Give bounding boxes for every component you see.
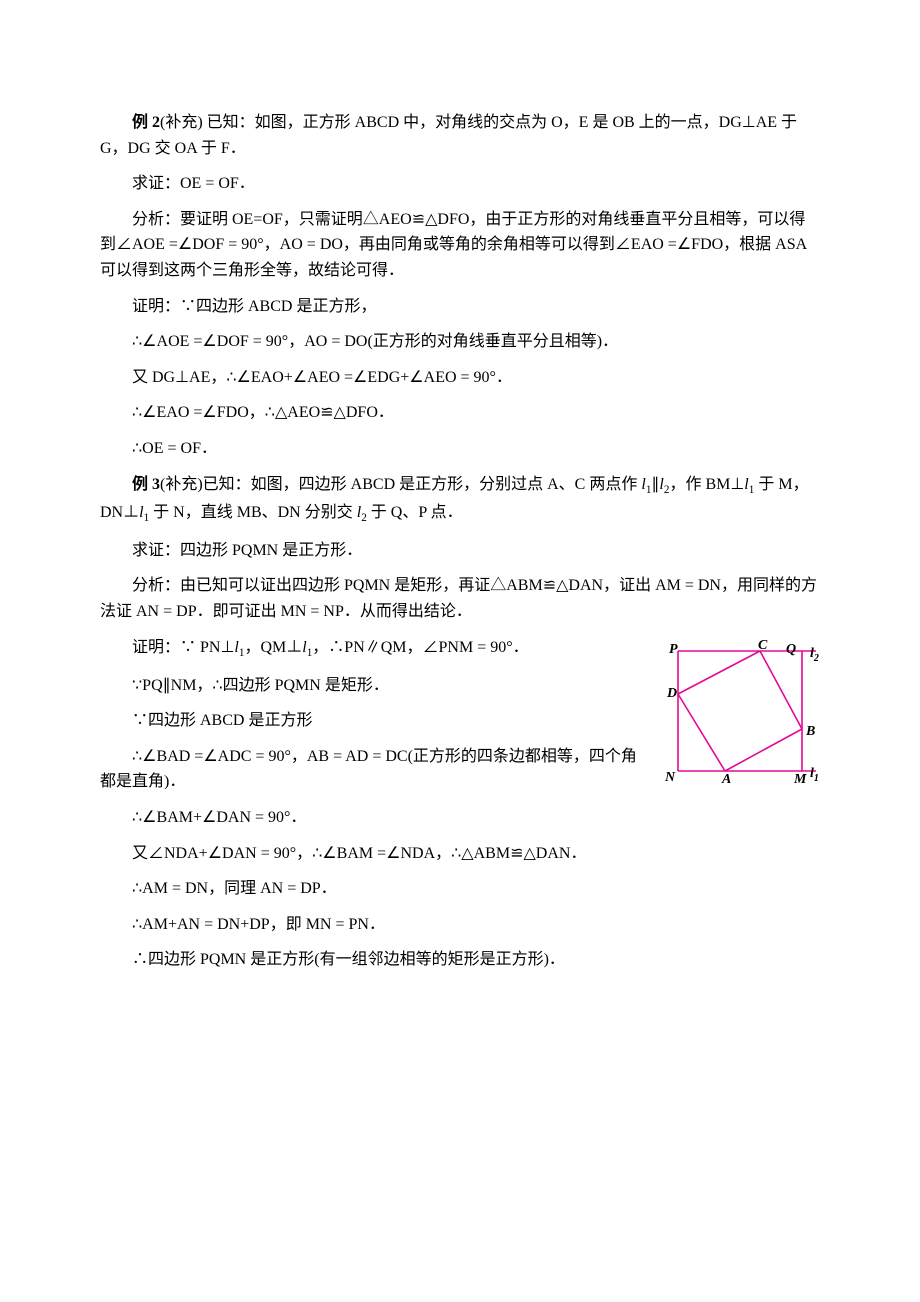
ex2-proof-line4: ∴∠EAO =∠FDO，∴△AEO≌△DFO．: [100, 400, 820, 426]
svg-text:B: B: [805, 724, 815, 739]
svg-text:l2: l2: [810, 646, 819, 664]
ex3-title-seg5: 于 N，直线 MB、DN 分别交: [149, 504, 357, 521]
svg-text:Q: Q: [786, 642, 796, 657]
geometry-figure: P C Q D B N A Ml2 l1: [660, 639, 820, 789]
p1-seg3: ，∴PN∥QM，∠PNM = 90°．: [312, 639, 528, 656]
svg-text:D: D: [666, 686, 677, 701]
ex3-prove: 求证：四边形 PQMN 是正方形．: [100, 538, 820, 564]
ex3-title-prefix: 例 3: [132, 476, 160, 493]
ex3-title-seg1: (补充)已知：如图，四边形 ABCD 是正方形，分别过点 A、C 两点作: [160, 476, 641, 493]
svg-text:A: A: [721, 772, 731, 787]
p1-seg1: 证明：∵ PN⊥: [132, 639, 234, 656]
ex3-proof-line6: 又∠NDA+∠DAN = 90°，∴∠BAM =∠NDA，∴△ABM≌△DAN．: [100, 841, 820, 867]
ex3-analysis: 分析：由已知可以证出四边形 PQMN 是矩形，再证△ABM≌△DAN，证出 AM…: [100, 573, 820, 624]
ex3-title-seg3: ，作 BM⊥: [669, 476, 744, 493]
ex2-prove: 求证：OE = OF．: [100, 171, 820, 197]
p1-seg2: ，QM⊥: [244, 639, 302, 656]
ex2-proof-line5: ∴OE = OF．: [100, 436, 820, 462]
svg-text:N: N: [664, 770, 676, 785]
ex3-title-seg6: 于 Q、P 点．: [367, 504, 463, 521]
svg-text:M: M: [793, 772, 807, 787]
svg-text:l1: l1: [810, 766, 819, 784]
ex2-proof-line1: 证明：∵四边形 ABCD 是正方形，: [100, 294, 820, 320]
ex2-analysis: 分析：要证明 OE=OF，只需证明△AEO≌△DFO，由于正方形的对角线垂直平分…: [100, 207, 820, 284]
ex3-proof-line8: ∴AM+AN = DN+DP，即 MN = PN．: [100, 912, 820, 938]
ex2-title-body: (补充) 已知：如图，正方形 ABCD 中，对角线的交点为 O，E 是 OB 上…: [100, 114, 797, 157]
ex2-title-prefix: 例 2: [132, 114, 160, 131]
ex3-proof-line5: ∴∠BAM+∠DAN = 90°．: [100, 805, 820, 831]
ex2-proof-line2: ∴∠AOE =∠DOF = 90°，AO = DO(正方形的对角线垂直平分且相等…: [100, 329, 820, 355]
ex3-title: 例 3(补充)已知：如图，四边形 ABCD 是正方形，分别过点 A、C 两点作 …: [100, 472, 820, 528]
ex2-proof-line3: 又 DG⊥AE，∴∠EAO+∠AEO =∠EDG+∠AEO = 90°．: [100, 365, 820, 391]
svg-text:C: C: [758, 639, 768, 653]
ex2-title: 例 2(补充) 已知：如图，正方形 ABCD 中，对角线的交点为 O，E 是 O…: [100, 110, 820, 161]
ex3-proof-line7: ∴AM = DN，同理 AN = DP．: [100, 876, 820, 902]
ex3-proof-line9: ∴四边形 PQMN 是正方形(有一组邻边相等的矩形是正方形)．: [100, 947, 820, 973]
svg-text:P: P: [669, 642, 678, 657]
